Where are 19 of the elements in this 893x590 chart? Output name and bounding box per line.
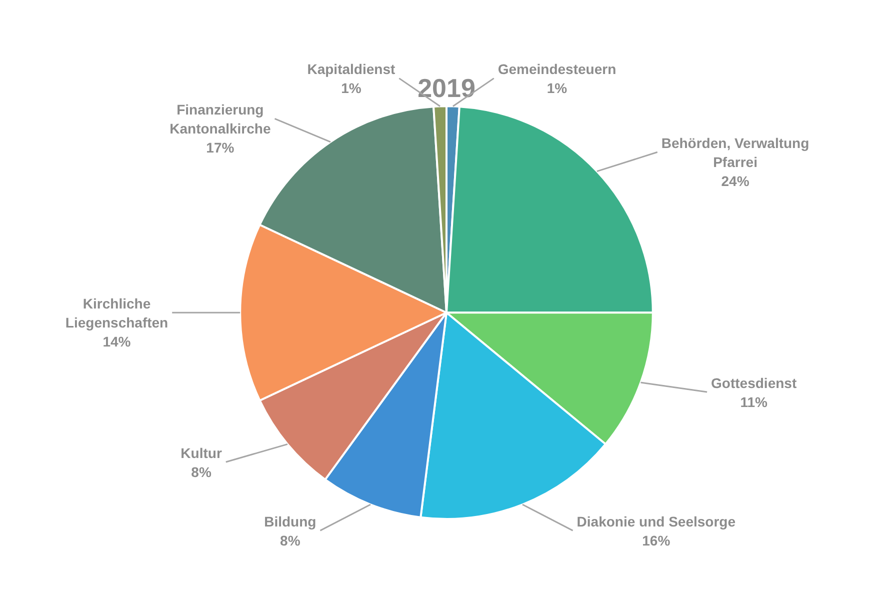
data-label: 1% <box>546 80 568 96</box>
data-label: 16% <box>642 532 671 548</box>
data-label: 8% <box>191 464 212 480</box>
slice-label: Kapitaldienst <box>307 61 396 78</box>
data-label: 8% <box>280 532 301 548</box>
slice-label: Kultur <box>180 444 222 461</box>
slice-label: Gottesdienst <box>711 374 797 391</box>
slice-label: Bildung <box>264 513 316 530</box>
slice-label: Gemeindesteuern <box>498 61 616 78</box>
slice-label: Kirchliche Liegenschaften <box>65 295 168 330</box>
data-label: 1% <box>341 80 362 96</box>
data-label: 11% <box>740 394 768 410</box>
data-label: 17% <box>206 140 235 156</box>
data-label: 24% <box>721 173 750 189</box>
data-label: 14% <box>102 333 132 350</box>
slice-label: Behörden, Verwaltung Pfarrei <box>661 135 810 170</box>
slice-label: Finanzierung Kantonalkirche <box>170 102 271 137</box>
slice-label: Diakonie und Seelsorge <box>576 513 736 530</box>
chart-title: 2019 <box>418 72 476 103</box>
